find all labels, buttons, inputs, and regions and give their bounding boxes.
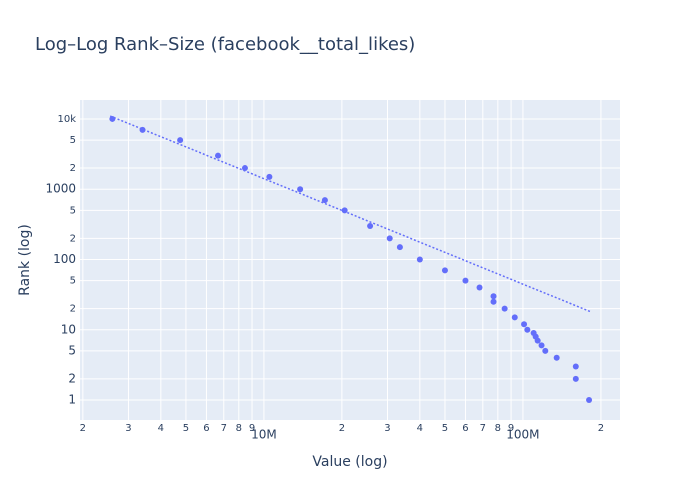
- point: [367, 222, 374, 229]
- x-tick-label: 4: [417, 423, 423, 434]
- point: [396, 244, 403, 251]
- x-tick-label: 3: [384, 423, 390, 434]
- point: [553, 354, 560, 361]
- point: [572, 375, 579, 382]
- y-tick-label: 10k: [57, 114, 76, 125]
- point: [462, 277, 469, 284]
- point: [524, 326, 531, 333]
- y-tick-label: 2: [70, 233, 76, 244]
- y-tick-label: 5: [70, 135, 76, 146]
- x-tick-label: 5: [442, 423, 448, 434]
- x-tick-label: 9: [249, 423, 255, 434]
- x-tick-label: 2: [80, 423, 86, 434]
- y-tick-label: 2: [70, 163, 76, 174]
- y-axis-label: Rank (log): [17, 224, 33, 296]
- point: [511, 314, 518, 321]
- y-tick-label: 10: [61, 322, 76, 336]
- x-tick-label: 8: [495, 423, 501, 434]
- point: [266, 173, 273, 180]
- y-tick-label: 2: [68, 371, 76, 385]
- y-tick-label: 5: [68, 343, 76, 357]
- point: [109, 115, 116, 122]
- point: [538, 342, 545, 349]
- point: [341, 207, 348, 214]
- point: [386, 235, 393, 242]
- y-tick-label: 1000: [45, 182, 76, 196]
- point: [534, 337, 541, 344]
- point: [441, 267, 448, 274]
- x-tick-label: 9: [508, 423, 514, 434]
- x-tick-label: 7: [221, 423, 227, 434]
- x-tick-label: 8: [236, 423, 242, 434]
- point: [297, 186, 304, 193]
- chart-title: Log–Log Rank–Size (facebook__total_likes…: [35, 34, 415, 55]
- fit-line: [109, 115, 592, 313]
- x-tick-label: 6: [203, 423, 209, 434]
- x-tick-label: 2: [339, 423, 345, 434]
- point: [476, 284, 483, 291]
- point: [521, 321, 528, 328]
- point: [490, 293, 497, 300]
- point: [542, 347, 549, 354]
- y-tick-label: 5: [70, 276, 76, 287]
- point: [177, 137, 184, 144]
- x-tick-label: 7: [480, 423, 486, 434]
- point: [501, 305, 508, 312]
- y-tick-label: 100: [53, 252, 76, 266]
- point: [241, 165, 248, 172]
- x-tick-label: 5: [183, 423, 189, 434]
- x-tick-label: 3: [125, 423, 131, 434]
- x-tick-label: 100M: [506, 428, 539, 442]
- point: [215, 152, 222, 159]
- y-tick-label: 1: [68, 393, 76, 407]
- point: [321, 197, 328, 204]
- plot-area: [80, 100, 620, 420]
- y-tick-label: 2: [70, 304, 76, 315]
- x-tick-label: 2: [598, 423, 604, 434]
- point: [572, 363, 579, 370]
- x-tick-label: 10M: [251, 428, 277, 442]
- x-tick-label: 6: [462, 423, 468, 434]
- point: [490, 298, 497, 305]
- x-axis-label: Value (log): [312, 454, 387, 470]
- point: [586, 397, 593, 404]
- y-tick-label: 5: [70, 205, 76, 216]
- x-tick-label: 4: [158, 423, 164, 434]
- point: [416, 256, 423, 263]
